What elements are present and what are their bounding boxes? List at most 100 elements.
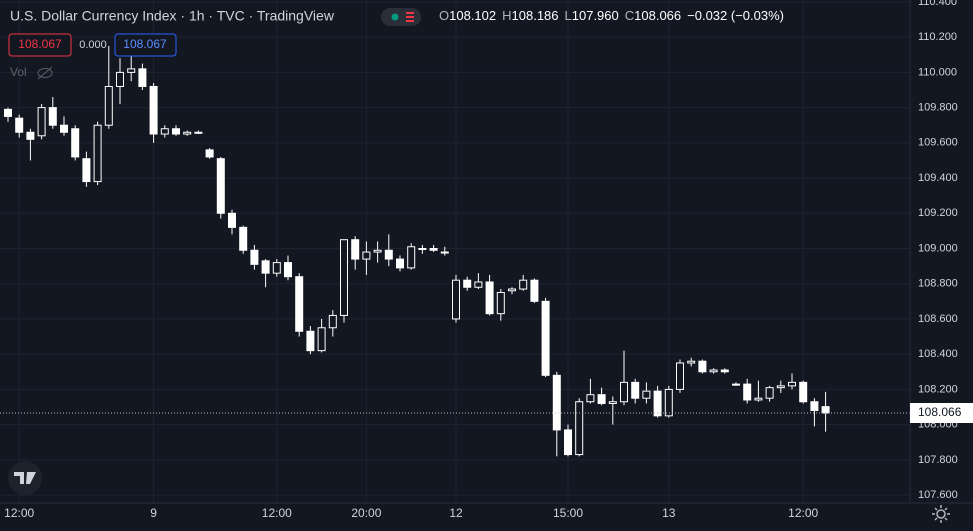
candle-body-down bbox=[26, 131, 35, 140]
candle-body-down bbox=[82, 158, 91, 183]
ohlc-change: −0.032 (−0.03%) bbox=[687, 8, 784, 23]
candle-body-up bbox=[788, 381, 796, 387]
candle-body-down bbox=[4, 108, 12, 117]
candle-body-up bbox=[418, 248, 427, 251]
ask-price: 108.067 bbox=[123, 37, 167, 51]
tradingview-logo[interactable] bbox=[8, 461, 42, 495]
candle-body-up bbox=[93, 124, 102, 183]
candle-body-down bbox=[541, 300, 550, 376]
ohlc-label: H bbox=[502, 8, 511, 23]
candle-body-up bbox=[496, 292, 505, 315]
gear bbox=[936, 509, 946, 519]
bid-box[interactable] bbox=[8, 33, 72, 57]
candle-body-up bbox=[373, 249, 382, 253]
candle-body-down bbox=[228, 212, 236, 228]
candle-body-down bbox=[429, 248, 438, 251]
y-tick-label: 108.400 bbox=[918, 348, 958, 360]
candle-body-down bbox=[250, 249, 259, 265]
candle-body-down bbox=[172, 128, 180, 135]
ohlc-label: O bbox=[439, 8, 449, 23]
candle-body-up bbox=[508, 288, 516, 292]
candle-body-up bbox=[328, 314, 337, 329]
candle-body-up bbox=[642, 390, 651, 399]
y-tick-label: 108.600 bbox=[918, 313, 958, 325]
candle-body-down bbox=[530, 279, 539, 302]
candle-body-up bbox=[586, 394, 595, 403]
settings-icon[interactable] bbox=[932, 505, 950, 523]
status-icon bbox=[406, 20, 414, 22]
candle-body-down bbox=[306, 330, 315, 352]
y-tick-label: 108.800 bbox=[918, 278, 958, 290]
candle-body-up bbox=[519, 279, 528, 290]
candle-body-up bbox=[474, 281, 483, 288]
candle-body-up bbox=[272, 262, 281, 274]
candle-body-up bbox=[116, 71, 124, 87]
market-open-dot bbox=[391, 13, 399, 21]
candle-body-up bbox=[608, 401, 617, 404]
x-tick-label: 12 bbox=[449, 506, 463, 520]
candle-body-down bbox=[653, 390, 662, 417]
candle-body-up bbox=[362, 251, 371, 260]
candle-body-down bbox=[597, 394, 606, 404]
grid bbox=[0, 0, 910, 503]
candle-body-up bbox=[440, 251, 449, 254]
status-icon bbox=[406, 16, 414, 18]
x-tick-label: 9 bbox=[150, 506, 157, 520]
x-tick-label: 12:00 bbox=[788, 506, 818, 520]
candle-body-down bbox=[720, 369, 729, 373]
bid-price: 108.067 bbox=[18, 37, 62, 51]
ohlc-value: 108.186 bbox=[512, 8, 559, 23]
candle-body-up bbox=[340, 239, 348, 316]
candle-body-down bbox=[149, 85, 158, 135]
candle-body-up bbox=[194, 131, 203, 134]
candle-body-down bbox=[205, 149, 214, 158]
x-tick-label: 13 bbox=[662, 506, 676, 520]
candle-body-up bbox=[407, 246, 416, 269]
candle-body-up bbox=[776, 385, 785, 389]
candle-body-down bbox=[239, 226, 248, 251]
candle-body-up bbox=[160, 128, 169, 135]
y-tick-label: 109.200 bbox=[918, 207, 958, 219]
y-tick-label: 107.600 bbox=[918, 489, 958, 501]
ohlc-value: 108.102 bbox=[449, 8, 496, 23]
candle-body-down bbox=[485, 281, 494, 315]
candle-body-up bbox=[709, 369, 718, 373]
eye-icon bbox=[37, 68, 53, 78]
ohlc-label: L bbox=[565, 8, 572, 23]
y-tick-label: 109.600 bbox=[918, 137, 958, 149]
ask-box[interactable] bbox=[114, 33, 177, 57]
candles bbox=[0, 45, 910, 457]
x-tick-label: 12:00 bbox=[4, 506, 34, 520]
y-tick-label: 110.200 bbox=[918, 31, 957, 43]
axis-labels: 107.600107.800108.000108.200108.400108.6… bbox=[4, 0, 973, 520]
candle-body-up bbox=[687, 360, 696, 364]
candle-body-up bbox=[452, 279, 460, 320]
ohlc-value: 108.066 bbox=[634, 8, 681, 23]
candle-body-down bbox=[295, 276, 304, 332]
ohlc-legend: O108.102 H108.186 L107.960 C108.066 −0.032 (… bbox=[439, 8, 784, 23]
candle-body-down bbox=[351, 239, 360, 260]
y-tick-label: 109.400 bbox=[918, 172, 958, 184]
candle-body-down bbox=[261, 260, 270, 274]
y-tick-label: 110.400 bbox=[918, 0, 957, 8]
candle-body-up bbox=[104, 85, 113, 126]
candle-body-down bbox=[284, 262, 292, 278]
candle-body-down bbox=[799, 381, 808, 403]
candle-body-down bbox=[463, 279, 472, 288]
candle-body-down bbox=[216, 158, 225, 214]
candle-body-down bbox=[384, 249, 393, 260]
last-price-box bbox=[910, 403, 973, 424]
x-tick-label: 15:00 bbox=[553, 506, 583, 520]
status-pill[interactable] bbox=[381, 8, 421, 26]
eye-slash bbox=[37, 66, 53, 80]
candle-body-down bbox=[396, 258, 404, 269]
gear-teeth bbox=[932, 505, 950, 523]
x-tick-label: 20:00 bbox=[351, 506, 381, 520]
hide-icon[interactable] bbox=[37, 66, 53, 80]
candle-body-up bbox=[620, 381, 628, 403]
candle-body-down bbox=[552, 374, 561, 431]
volume-label: Vol bbox=[10, 65, 27, 79]
symbol-title[interactable]: U.S. Dollar Currency Index · 1h · TVC · … bbox=[10, 8, 335, 24]
